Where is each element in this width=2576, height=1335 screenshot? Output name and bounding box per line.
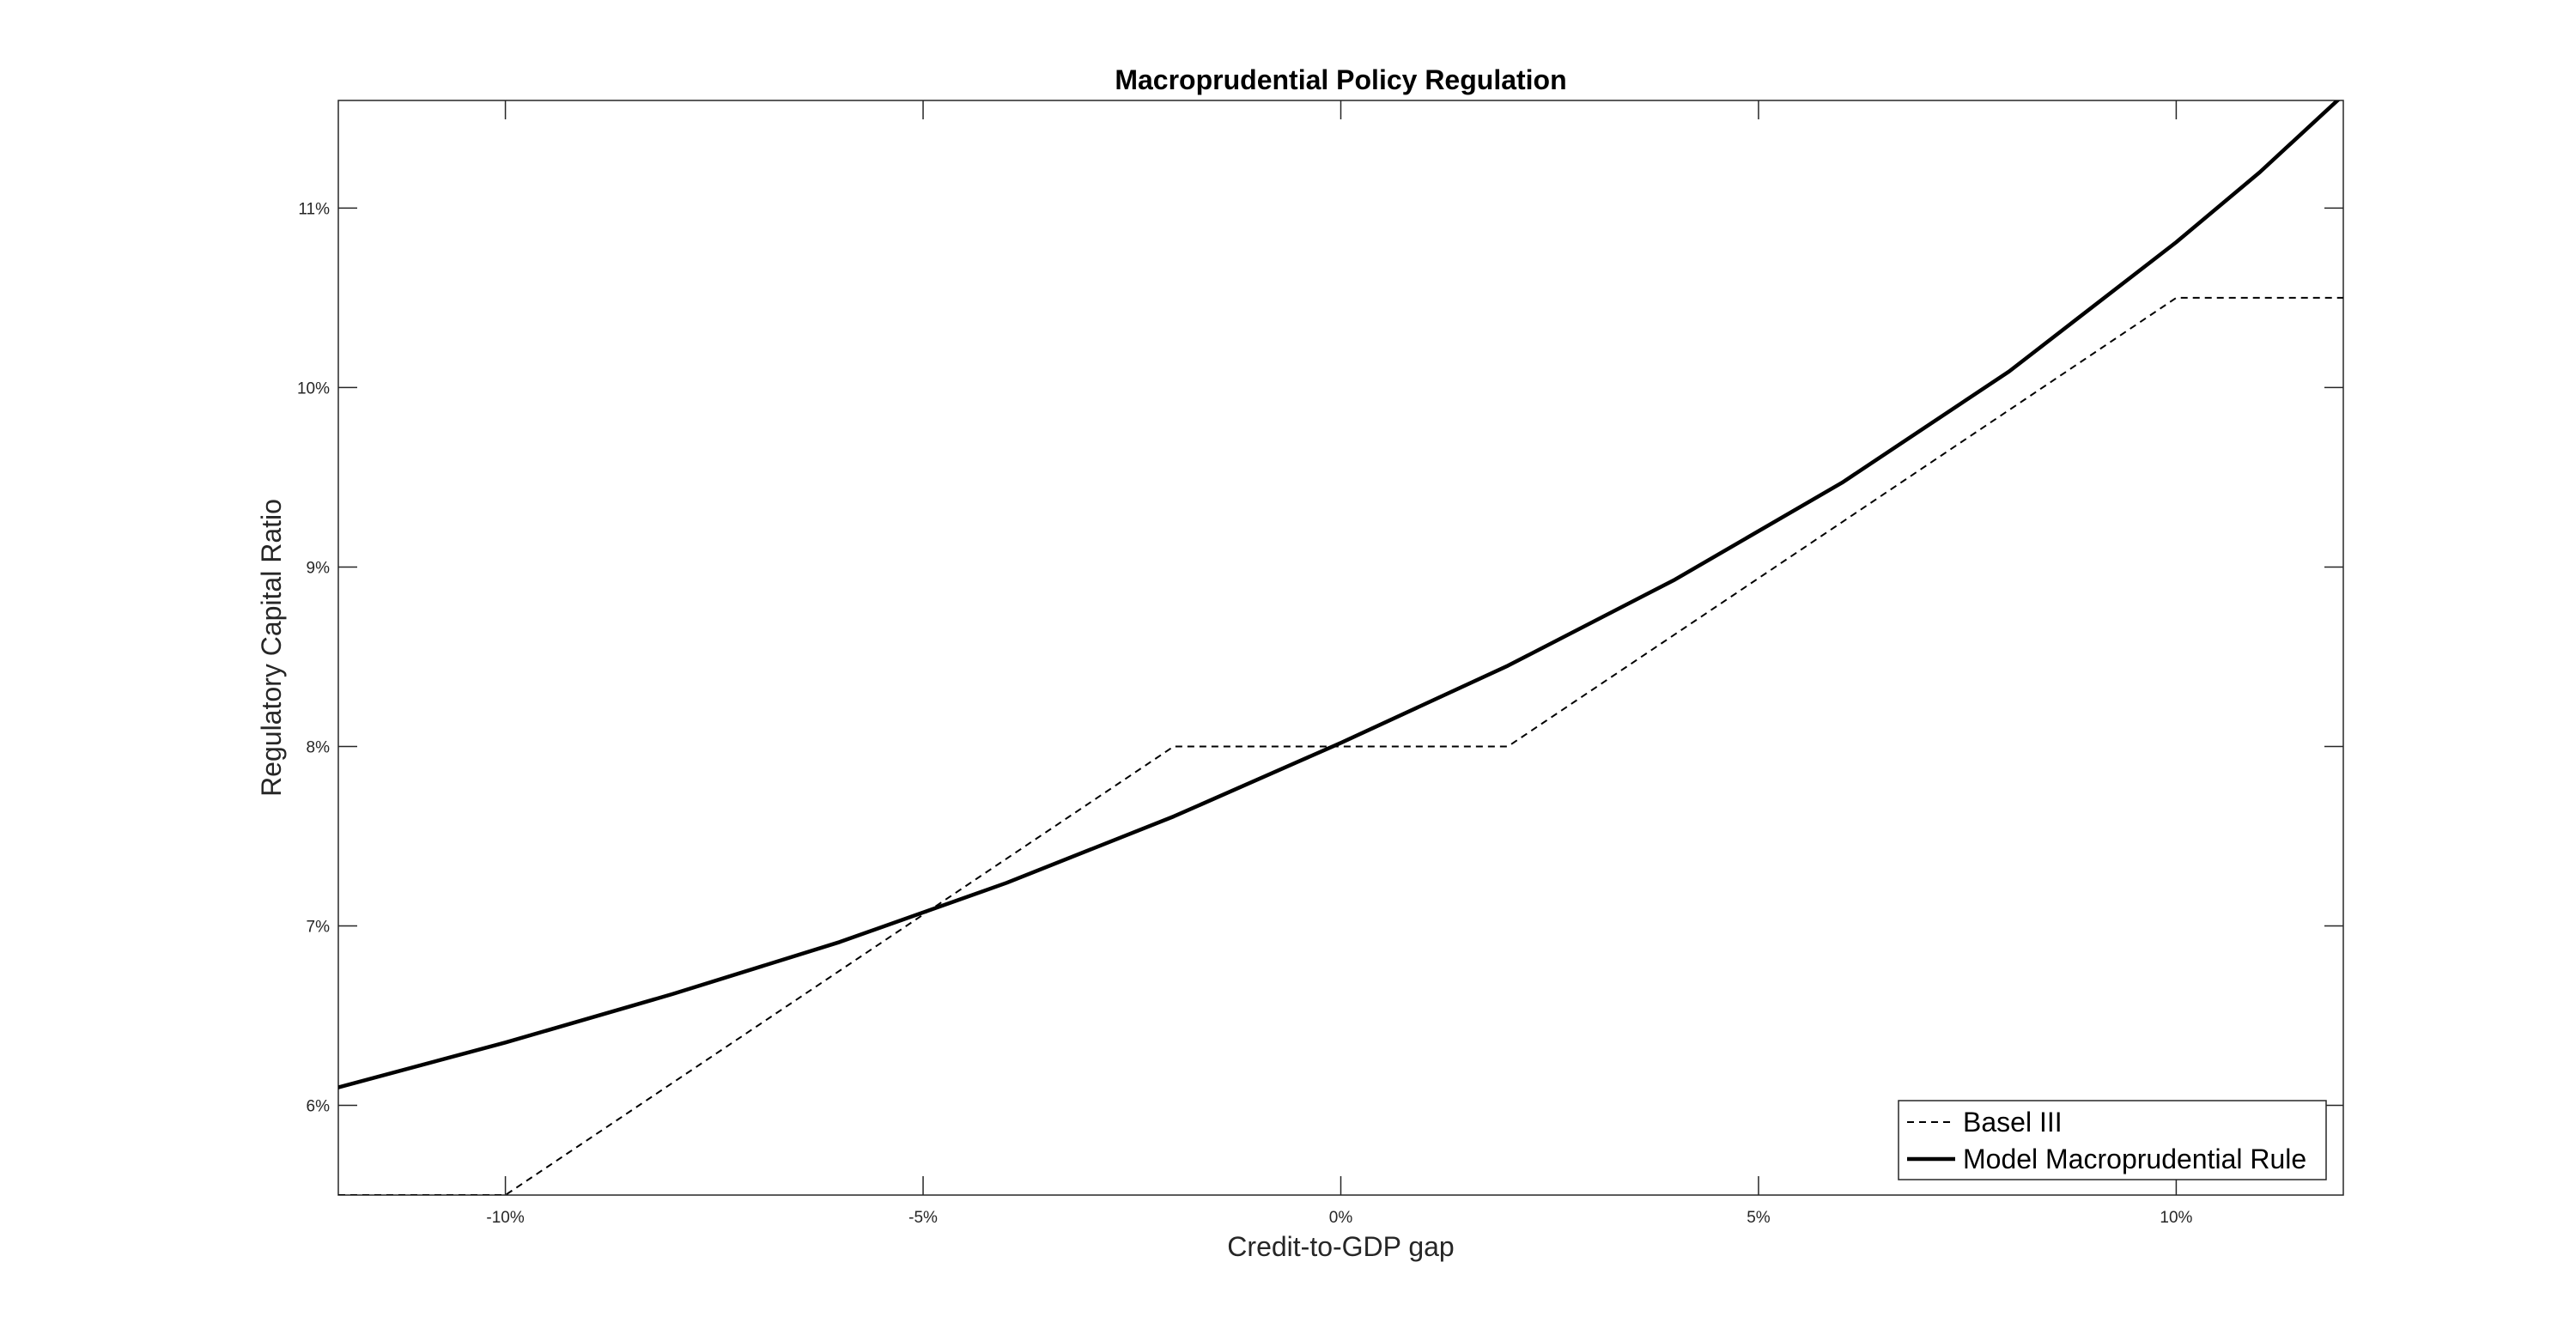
x-tick-label: 10% (2160, 1209, 2192, 1227)
series-group (338, 100, 2343, 1195)
y-tick-label: 11% (298, 200, 330, 218)
x-tick-label: 0% (1329, 1209, 1353, 1227)
x-tick-label: -10% (486, 1209, 524, 1227)
x-tick-label: -5% (908, 1209, 938, 1227)
x-tick-label: 5% (1747, 1209, 1771, 1227)
y-tick-label: 8% (307, 738, 331, 756)
y-tick-label: 7% (307, 918, 331, 936)
legend-entry-label: Basel III (1963, 1107, 2063, 1138)
y-tick-label: 10% (297, 379, 330, 397)
legend-entry-label: Model Macroprudential Rule (1963, 1144, 2306, 1174)
x-axis-label: Credit-to-GDP gap (1227, 1231, 1454, 1262)
y-axis-label: Regulatory Capital Ratio (256, 499, 287, 797)
legend: Basel III Model Macroprudential Rule (1898, 1100, 2327, 1180)
chart-title: Macroprudential Policy Regulation (1115, 64, 1566, 95)
legend-box (1898, 1100, 2327, 1180)
plot-area: -10% -5% 0% 5% 10% 6% 7% 8% 9% 10% 11% (297, 100, 2344, 1227)
series-line-model-rule (338, 100, 2341, 1089)
y-tick-label: 6% (307, 1097, 331, 1115)
y-tick-label: 9% (307, 559, 331, 577)
